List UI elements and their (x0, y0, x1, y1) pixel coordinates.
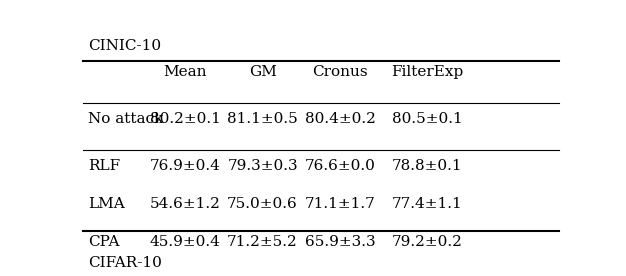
Text: FilterExp: FilterExp (391, 65, 464, 79)
Text: 75.0±0.6: 75.0±0.6 (227, 197, 298, 211)
Text: 71.2±5.2: 71.2±5.2 (227, 235, 298, 249)
Text: LMA: LMA (88, 197, 125, 211)
Text: 81.1±0.5: 81.1±0.5 (227, 112, 298, 126)
Text: 65.9±3.3: 65.9±3.3 (305, 235, 376, 249)
Text: 79.3±0.3: 79.3±0.3 (227, 158, 298, 172)
Text: No attack: No attack (88, 112, 163, 126)
Text: 79.2±0.2: 79.2±0.2 (392, 235, 463, 249)
Text: 54.6±1.2: 54.6±1.2 (150, 197, 220, 211)
Text: CINIC-10: CINIC-10 (88, 39, 161, 54)
Text: 80.2±0.1: 80.2±0.1 (150, 112, 220, 126)
Text: 77.4±1.1: 77.4±1.1 (392, 197, 463, 211)
Text: RLF: RLF (88, 158, 120, 172)
Text: GM: GM (249, 65, 277, 79)
Text: 76.6±0.0: 76.6±0.0 (305, 158, 376, 172)
Text: Mean: Mean (163, 65, 207, 79)
Text: 71.1±1.7: 71.1±1.7 (305, 197, 376, 211)
Text: CPA: CPA (88, 235, 120, 249)
Text: CIFAR-10: CIFAR-10 (88, 256, 162, 270)
Text: 45.9±0.4: 45.9±0.4 (150, 235, 220, 249)
Text: 78.8±0.1: 78.8±0.1 (393, 158, 463, 172)
Text: 76.9±0.4: 76.9±0.4 (150, 158, 220, 172)
Text: 80.5±0.1: 80.5±0.1 (392, 112, 463, 126)
Text: Cronus: Cronus (312, 65, 368, 79)
Text: 80.4±0.2: 80.4±0.2 (305, 112, 376, 126)
